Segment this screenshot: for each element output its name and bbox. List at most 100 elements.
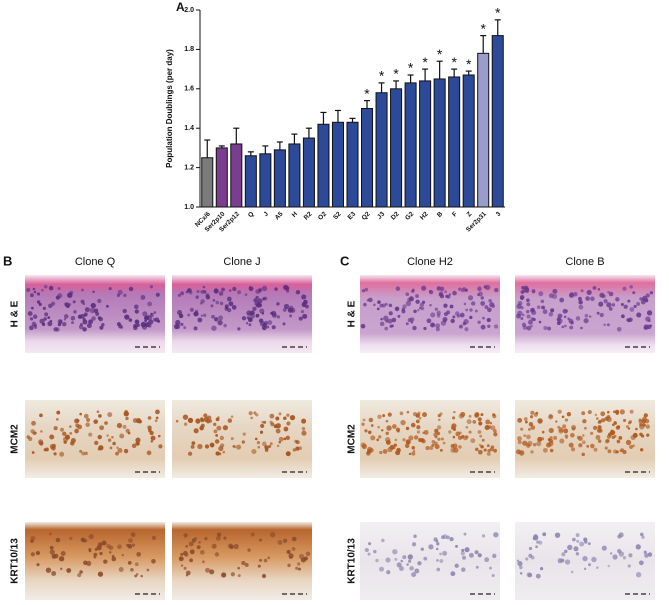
nucleus: [98, 316, 103, 322]
nucleus: [41, 288, 44, 292]
nucleus: [376, 307, 380, 311]
nucleus: [378, 435, 382, 439]
nucleus: [565, 309, 569, 313]
nucleus: [89, 307, 96, 314]
nucleus: [584, 426, 587, 430]
nucleus: [538, 540, 543, 545]
nucleus: [530, 425, 536, 430]
nucleus: [377, 414, 382, 419]
nucleus: [408, 559, 412, 563]
nucleus: [580, 289, 584, 293]
x-tick-label: H2: [419, 210, 430, 221]
nucleus: [564, 559, 571, 565]
nucleus: [212, 299, 216, 302]
nucleus: [99, 325, 104, 330]
nucleus: [538, 320, 542, 324]
nucleus: [406, 563, 409, 566]
significance-marker: *: [379, 68, 385, 84]
nucleus: [197, 443, 203, 450]
nucleus: [486, 451, 491, 456]
nucleus: [222, 450, 226, 454]
nucleus: [236, 444, 242, 450]
nucleus: [134, 562, 139, 567]
nucleus: [116, 322, 121, 326]
nucleus: [625, 424, 630, 429]
nucleus: [629, 307, 635, 312]
nucleus: [417, 309, 420, 312]
nucleus: [606, 302, 612, 308]
nucleus: [567, 317, 571, 321]
nucleus: [583, 567, 587, 571]
nucleus: [214, 439, 220, 444]
nucleus: [399, 411, 404, 416]
nucleus: [368, 297, 373, 303]
nucleus: [437, 414, 442, 418]
nucleus: [215, 536, 221, 541]
micrograph: [515, 275, 655, 353]
nucleus: [402, 304, 407, 309]
nucleus: [255, 313, 260, 318]
nucleus: [402, 555, 407, 560]
nucleus: [477, 553, 482, 558]
nucleus: [436, 567, 441, 572]
nucleus: [557, 409, 562, 414]
nucleus: [360, 442, 366, 448]
nucleus: [415, 299, 420, 304]
bar: [244, 155, 257, 208]
nucleus: [468, 552, 474, 558]
nucleus: [98, 414, 102, 418]
nucleus: [49, 434, 55, 440]
nucleus: [208, 419, 213, 423]
nucleus: [128, 538, 133, 543]
nucleus: [411, 445, 416, 450]
row-label: MCM2: [10, 424, 21, 454]
nucleus: [43, 284, 48, 289]
nucleus: [635, 572, 642, 578]
nucleus: [237, 574, 241, 578]
nucleus: [414, 568, 420, 574]
nucleus: [385, 557, 391, 563]
nucleus: [101, 540, 107, 546]
nucleus: [530, 324, 533, 328]
nucleus: [528, 422, 534, 427]
nucleus: [284, 285, 290, 291]
nucleus: [49, 549, 55, 555]
nucleus: [526, 298, 530, 303]
nucleus: [370, 435, 376, 441]
nucleus: [298, 316, 303, 321]
nucleus: [419, 302, 425, 308]
nucleus: [276, 444, 280, 448]
nucleus: [376, 438, 380, 442]
nucleus: [562, 424, 567, 429]
nucleus: [244, 562, 249, 568]
panel-label: C: [340, 253, 350, 268]
nucleus: [127, 561, 132, 565]
nucleus: [84, 307, 90, 313]
significance-marker: *: [393, 66, 399, 82]
nucleus: [32, 314, 38, 319]
nucleus: [606, 439, 610, 443]
nucleus: [561, 325, 565, 329]
nucleus: [219, 301, 224, 306]
nucleus: [57, 319, 63, 325]
nucleus: [295, 440, 300, 445]
nucleus: [552, 288, 558, 294]
x-tick-label: F: [451, 211, 459, 219]
nucleus: [479, 434, 483, 438]
nucleus: [460, 551, 465, 556]
nucleus: [295, 446, 300, 451]
nucleus: [407, 297, 412, 302]
nucleus: [530, 450, 534, 454]
nucleus: [394, 438, 398, 442]
nucleus: [382, 414, 386, 418]
nucleus: [442, 316, 448, 322]
nucleus: [244, 293, 248, 297]
nucleus: [603, 323, 606, 327]
nucleus: [79, 570, 83, 574]
nucleus: [635, 544, 641, 550]
nucleus: [554, 532, 561, 538]
nucleus: [183, 566, 187, 570]
nucleus: [190, 444, 195, 449]
nucleus: [575, 533, 580, 538]
nucleus: [66, 304, 70, 308]
